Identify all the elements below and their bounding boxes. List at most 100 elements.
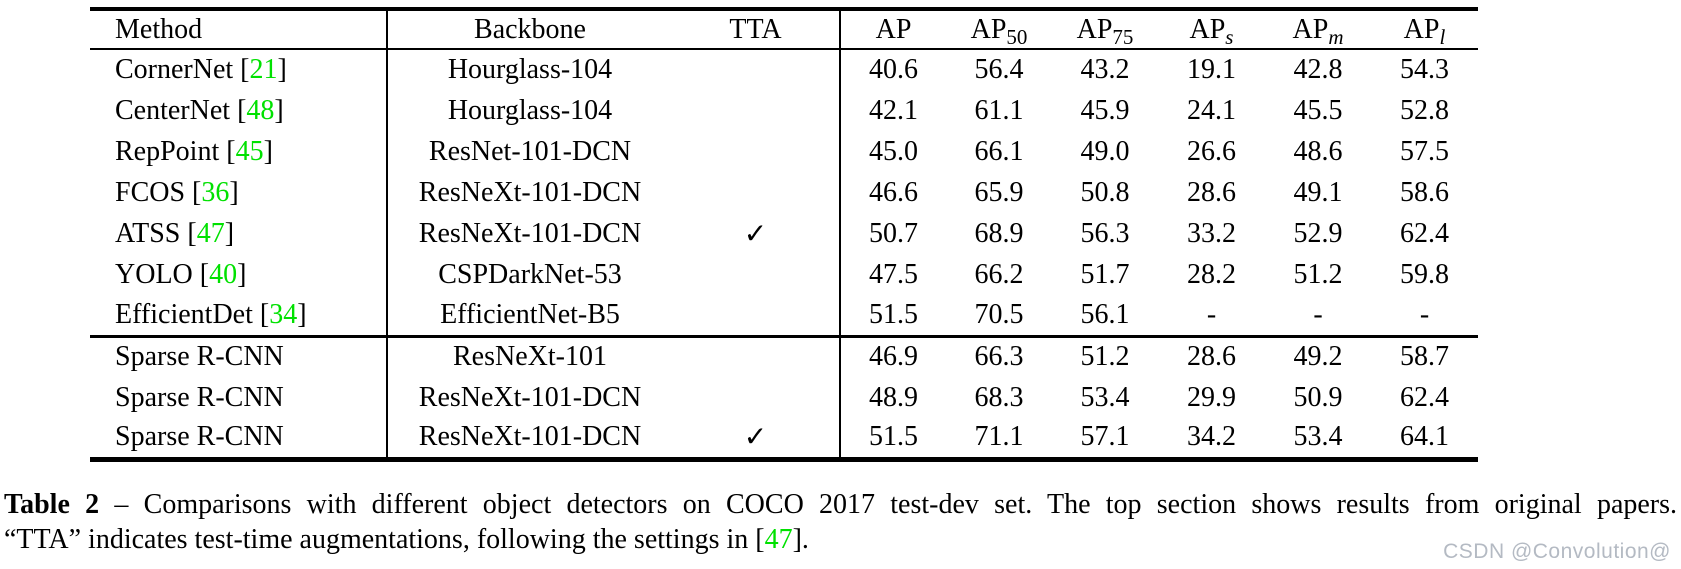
method-cell: Sparse R-CNN — [90, 418, 388, 459]
apm-value-cell: 51.2 — [1293, 258, 1343, 290]
aps-value-cell: 28.6 — [1187, 176, 1236, 208]
caption-dash: – — [114, 489, 129, 520]
table-body: CornerNet [21] Hourglass-104 40.6 56.4 43.2 1… — [90, 49, 1478, 459]
table-header-row: Method Backbone TTA AP AP50 AP75 APs APm APl — [90, 9, 1478, 50]
tta-cell — [672, 336, 841, 377]
ap75-value-cell: 57.1 — [1080, 421, 1130, 453]
method-cell: EfficientDet [34] — [90, 295, 388, 338]
apl-value-cell: - — [1371, 295, 1478, 338]
caption-line-2: “TTA” indicates test-time augmentations,… — [4, 522, 1677, 557]
tta-cell — [672, 295, 841, 338]
apl-value-cell: 54.3 — [1400, 54, 1449, 85]
ap75-value-cell: 53.4 — [1080, 381, 1130, 413]
backbone-cell: Hourglass-104 — [447, 54, 613, 85]
apm-value-cell: 50.9 — [1293, 381, 1343, 413]
ap75-value-cell: 45.9 — [1080, 94, 1130, 126]
citation-ref: 47 — [764, 524, 793, 555]
apl-value-cell: 57.5 — [1400, 135, 1449, 167]
method-cell: FCOS [36] — [90, 172, 388, 213]
caption-line-1: Table 2 – Comparisons with different obj… — [4, 487, 1677, 522]
method-cell: CornerNet [21] — [90, 49, 388, 90]
apm-value-cell: - — [1265, 295, 1371, 338]
csdn-watermark: CSDN @Convolution@ — [1443, 540, 1671, 563]
ap75-value-cell: 56.1 — [1052, 295, 1158, 338]
apm-value-cell: 53.4 — [1293, 421, 1343, 453]
table-caption: Table 2 – Comparisons with different obj… — [4, 487, 1677, 557]
ap50-value-cell: 68.9 — [974, 217, 1024, 249]
citation-ref: 45 — [235, 135, 264, 167]
ap-value-cell: 46.9 — [869, 341, 918, 373]
apm-value-cell: 48.6 — [1293, 135, 1343, 167]
apm-value-cell: 49.2 — [1293, 341, 1343, 373]
backbone-cell: CSPDarkNet-53 — [438, 258, 622, 290]
ap50-value-cell: 66.3 — [974, 341, 1024, 373]
aps-value-cell: 19.1 — [1187, 54, 1236, 85]
tta-cell — [672, 254, 841, 295]
aps-value-cell: 28.2 — [1187, 258, 1236, 290]
backbone-cell: EfficientNet-B5 — [387, 295, 672, 338]
caption-text-3: ]. — [792, 524, 809, 555]
apl-value-cell: 64.1 — [1400, 421, 1449, 453]
ap-value-cell: 51.5 — [869, 421, 918, 453]
ap-value-cell: 40.6 — [869, 54, 918, 85]
table-row: RepPoint [45] ResNet-101-DCN 45.0 66.1 49.0 2… — [90, 131, 1478, 172]
apl-value-cell: 62.4 — [1400, 217, 1449, 249]
aps-value-cell: 28.6 — [1187, 341, 1236, 373]
checkmark-icon: ✓ — [743, 218, 768, 250]
table-row: CornerNet [21] Hourglass-104 40.6 56.4 43.2 1… — [90, 49, 1478, 90]
column-header-tta: TTA — [672, 9, 841, 50]
citation-ref: 48 — [246, 94, 275, 126]
method-cell: Sparse R-CNN — [90, 336, 388, 377]
column-header-ap: AP — [840, 9, 946, 50]
column-header-backbone: Backbone — [387, 9, 672, 50]
ap-value-cell: 48.9 — [869, 381, 918, 413]
table-row: CenterNet [48] Hourglass-104 42.1 61.1 45.9 2… — [90, 90, 1478, 131]
backbone-cell: Hourglass-104 — [447, 94, 613, 126]
table-row: ATSS [47] ResNeXt-101-DCN ✓ 50.7 68.9 56.3 33.… — [90, 213, 1478, 254]
backbone-cell: ResNeXt-101-DCN — [418, 176, 642, 208]
apm-value-cell: 52.9 — [1293, 217, 1343, 249]
method-cell: RepPoint [45] — [90, 131, 388, 172]
ap-value-cell: 51.5 — [840, 295, 946, 338]
table-row: Sparse R-CNN ResNeXt-101-DCN ✓ 51.5 71.1 57.1… — [90, 418, 1478, 459]
apl-value-cell: 52.8 — [1400, 94, 1449, 126]
apm-value-cell: 42.8 — [1293, 54, 1343, 85]
tta-cell — [672, 90, 841, 131]
ap-value-cell: 50.7 — [869, 217, 918, 249]
method-cell: CenterNet [48] — [90, 90, 388, 131]
aps-value-cell: 24.1 — [1187, 94, 1236, 126]
apl-value-cell: 58.6 — [1400, 176, 1449, 208]
column-header-apm: APm — [1265, 9, 1371, 50]
method-cell: ATSS [47] — [90, 213, 388, 254]
method-cell: YOLO [40] — [90, 254, 388, 295]
tta-cell — [672, 172, 841, 213]
ap-value-cell: 42.1 — [869, 94, 918, 126]
apl-value-cell: 58.7 — [1400, 341, 1449, 373]
citation-ref: 21 — [249, 54, 278, 85]
apm-value-cell: 49.1 — [1293, 176, 1343, 208]
tta-cell: ✓ — [672, 213, 841, 254]
ap75-value-cell: 49.0 — [1080, 135, 1130, 167]
column-header-ap75: AP75 — [1052, 9, 1158, 50]
ap50-value-cell: 66.1 — [974, 135, 1024, 167]
caption-text: Comparisons with different object detect… — [143, 489, 1678, 520]
ap-value-cell: 46.6 — [869, 176, 918, 208]
ap50-value-cell: 70.5 — [946, 295, 1052, 338]
backbone-cell: ResNeXt-101-DCN — [418, 421, 642, 453]
backbone-cell: ResNeXt-101-DCN — [418, 381, 642, 413]
tta-cell — [672, 49, 841, 90]
apl-value-cell: 62.4 — [1400, 381, 1449, 413]
ap50-value-cell: 65.9 — [974, 176, 1024, 208]
ap75-value-cell: 51.7 — [1080, 258, 1130, 290]
table-row: EfficientDet [34] EfficientNet-B5 51.5 70.5… — [90, 295, 1478, 338]
ap75-value-cell: 43.2 — [1080, 54, 1130, 85]
caption-text-2: “TTA” indicates test-time augmentations,… — [4, 524, 765, 555]
citation-ref: 47 — [196, 217, 225, 249]
tta-cell: ✓ — [672, 418, 841, 459]
backbone-cell: ResNet-101-DCN — [428, 135, 632, 167]
ap50-value-cell: 66.2 — [974, 258, 1024, 290]
aps-value-cell: 29.9 — [1187, 381, 1236, 413]
column-header-apl: APl — [1371, 9, 1478, 50]
citation-ref: 36 — [201, 176, 230, 208]
